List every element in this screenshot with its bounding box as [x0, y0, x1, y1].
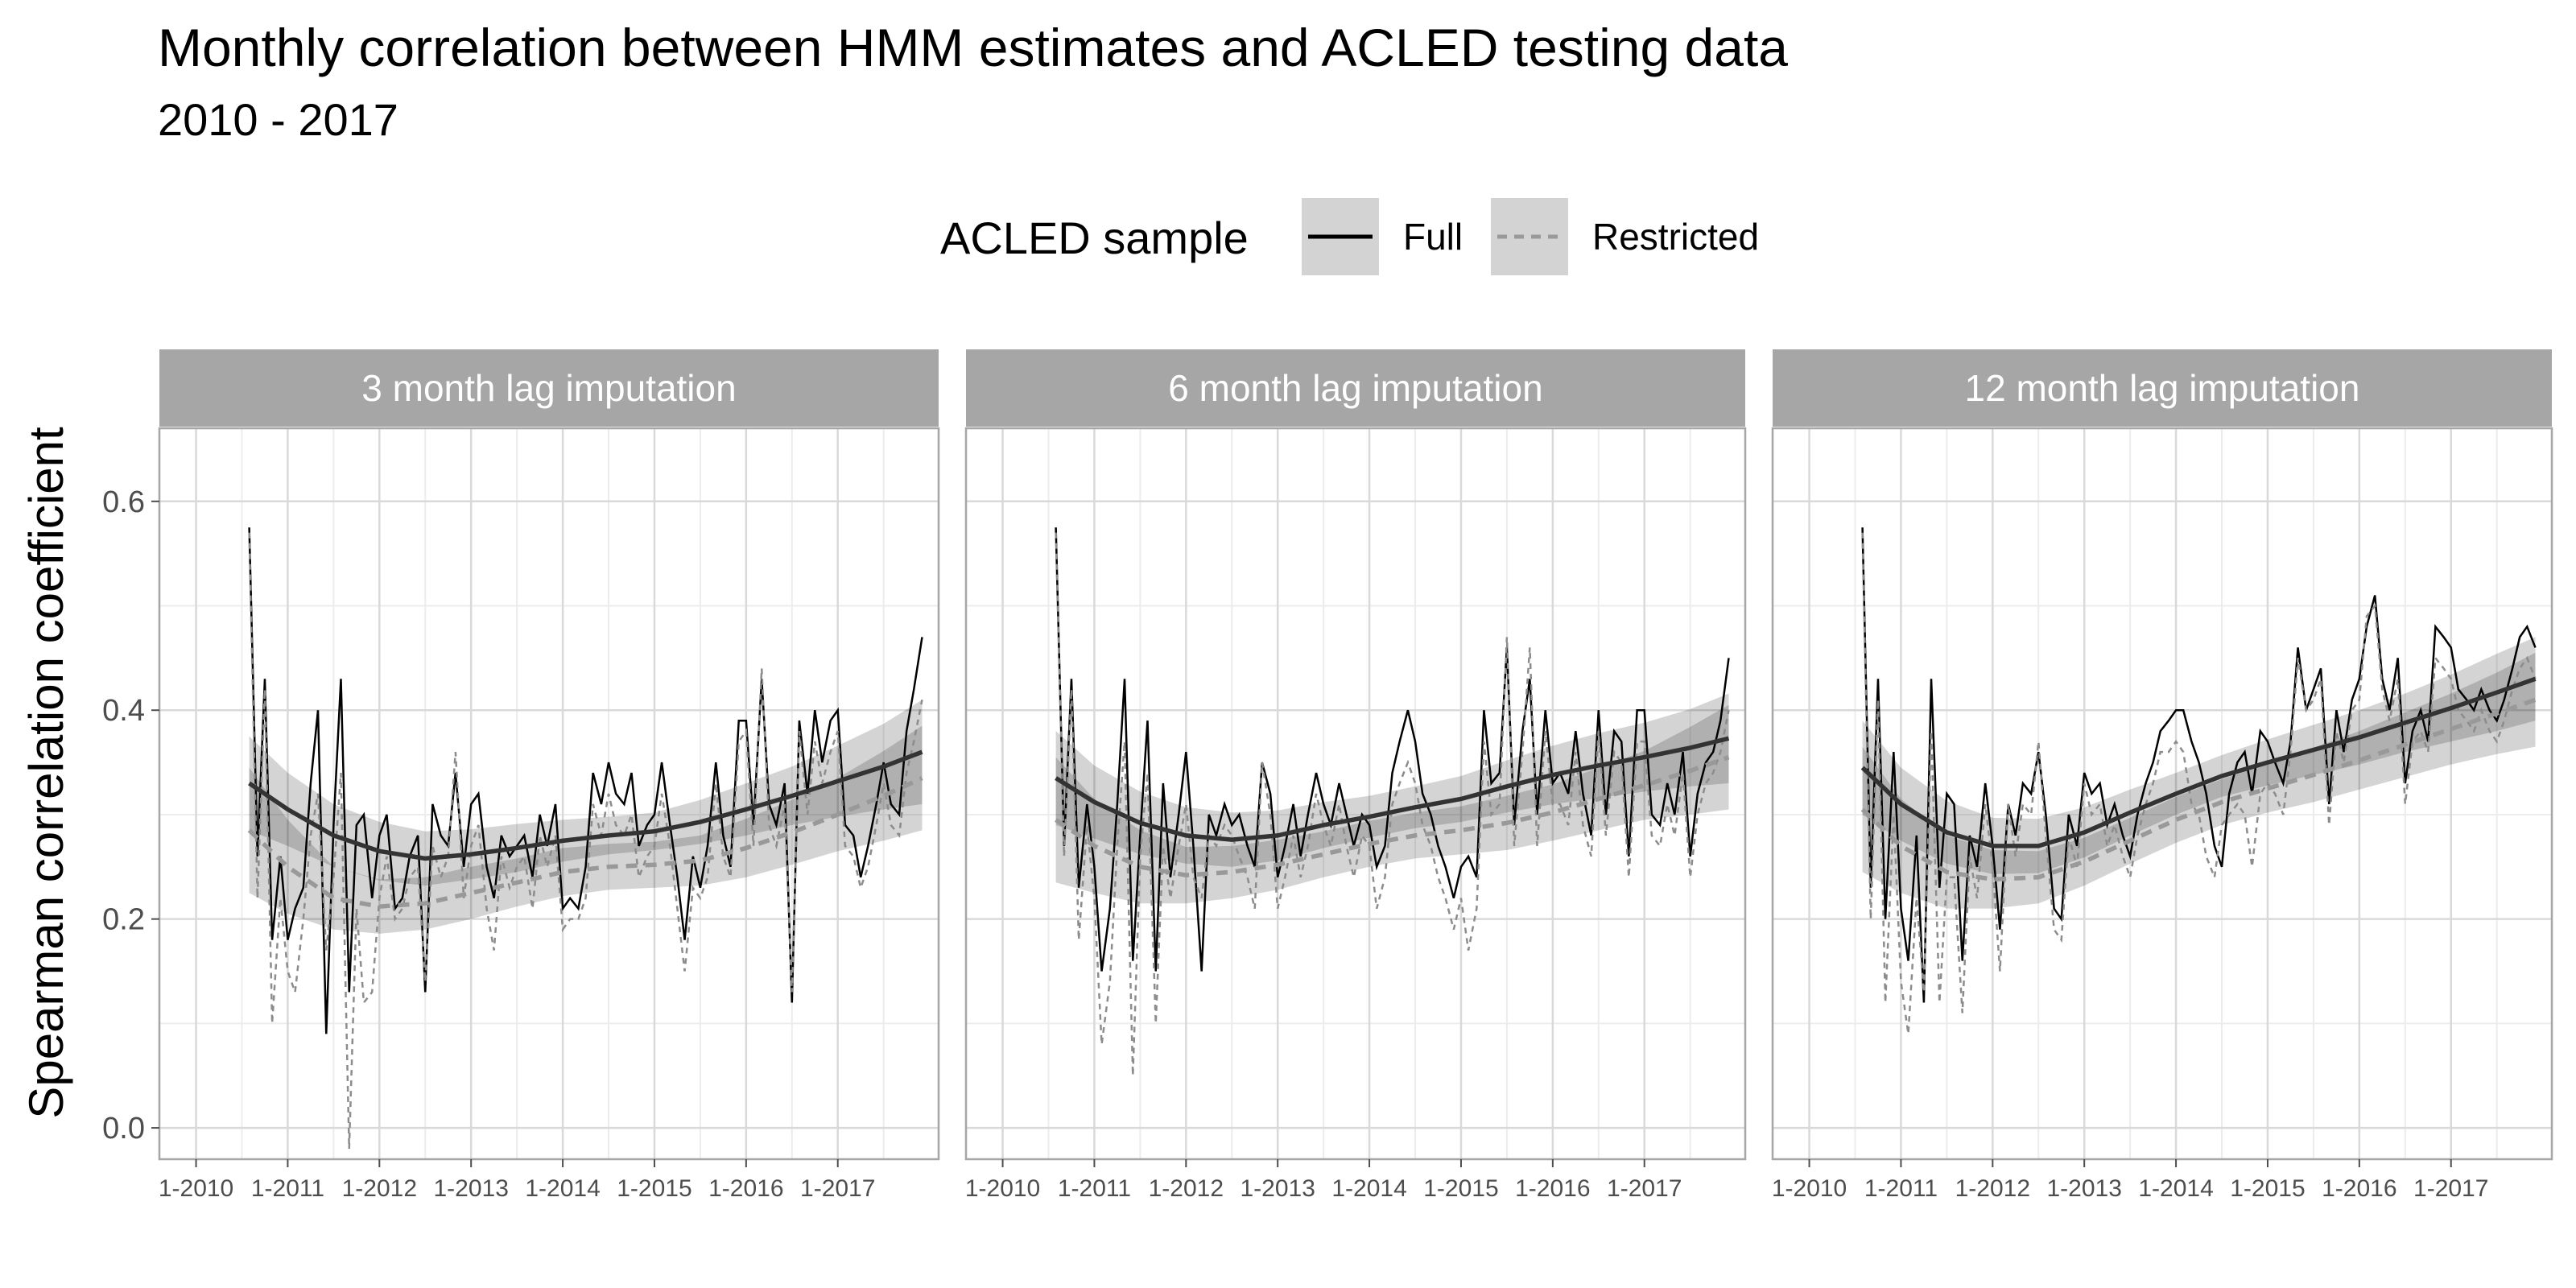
y-tick-label: 0.4 [102, 694, 145, 728]
series-line-restricted [1861, 532, 2537, 1034]
legend: ACLED sample Full Restricted [940, 198, 1759, 275]
x-tick-label: 1-2014 [525, 1175, 600, 1202]
x-tick-label: 1-2016 [1515, 1175, 1590, 1202]
x-tick-label: 1-2011 [1864, 1175, 1938, 1202]
confidence-band [1862, 652, 2536, 909]
smooth-line-restricted [1055, 755, 1730, 877]
facet-strip-label: 3 month lag imputation [361, 367, 736, 409]
chart-title: Monthly correlation between HMM estimate… [158, 18, 1788, 77]
x-tick-label: 1-2011 [251, 1175, 324, 1202]
legend-label-full: Full [1403, 216, 1463, 258]
smooth-line-restricted [1860, 697, 2537, 882]
series-line-full [1055, 527, 1730, 972]
x-tick-label: 1-2015 [2230, 1175, 2305, 1202]
plot-background [1773, 428, 2552, 1159]
x-tick-label: 1-2017 [1607, 1175, 1682, 1202]
confidence-band [1862, 637, 2536, 874]
x-tick-label: 1-2014 [1331, 1175, 1406, 1202]
x-tick-label: 1-2014 [2138, 1175, 2213, 1202]
facet-panel-1: 3 month lag imputation 1-2010 1-2011 1-2012… [102, 349, 940, 1202]
x-tick-label: 1-2013 [1240, 1175, 1315, 1202]
panel-border [964, 427, 1747, 1161]
x-tick-label: 1-2012 [1955, 1175, 2030, 1202]
facet-panels: 3 month lag imputation 1-2010 1-2011 1-2012… [102, 349, 2553, 1202]
facet-panel-3: 12 month lag imputation 1-2010 1-2011 1-201… [1771, 349, 2553, 1202]
smooth-line-full [1055, 736, 1730, 842]
series-line-full [248, 527, 923, 1034]
legend-label-restricted: Restricted [1592, 216, 1759, 258]
x-tick-label: 1-2016 [708, 1175, 783, 1202]
facet-strip-label: 6 month lag imputation [1168, 367, 1542, 409]
panel-border [1771, 427, 2553, 1161]
x-tick-label: 1-2017 [800, 1175, 875, 1202]
confidence-band [249, 725, 923, 934]
x-tick-label: 1-2010 [1772, 1175, 1847, 1202]
confidence-band [1055, 704, 1729, 904]
y-axis-title: Spearman correlation coefficient [19, 427, 73, 1119]
x-tick-label: 1-2017 [2413, 1175, 2488, 1202]
facet-strip [159, 349, 939, 427]
x-tick-label: 1-2013 [2046, 1175, 2121, 1202]
smooth-line-restricted [247, 776, 923, 909]
facet-strip-label: 12 month lag imputation [1965, 367, 2360, 409]
series-line-restricted [1055, 532, 1730, 1076]
smooth-line-full [248, 749, 923, 861]
facet-panel-2: 6 month lag imputation 1-2010 1-2011 1-2012… [964, 349, 1747, 1202]
chart-subtitle: 2010 - 2017 [158, 94, 398, 145]
x-tick-label: 1-2012 [342, 1175, 417, 1202]
x-tick-label: 1-2010 [159, 1175, 233, 1202]
x-tick-label: 1-2015 [1423, 1175, 1498, 1202]
y-tick-label: 0.6 [102, 485, 145, 519]
y-tick-label: 0.0 [102, 1112, 145, 1146]
x-tick-label: 1-2015 [617, 1175, 691, 1202]
x-tick-label: 1-2010 [965, 1175, 1040, 1202]
facet-strip [1773, 349, 2552, 427]
x-tick-label: 1-2012 [1149, 1175, 1224, 1202]
x-tick-label: 1-2011 [1058, 1175, 1131, 1202]
smooth-line-full [1860, 676, 2537, 848]
y-tick-label: 0.2 [102, 903, 145, 937]
facet-strip [966, 349, 1745, 427]
series-line-full [1861, 527, 2537, 1003]
x-tick-label: 1-2016 [2322, 1175, 2396, 1202]
panel-border [158, 427, 940, 1161]
legend-title: ACLED sample [940, 213, 1249, 263]
x-tick-label: 1-2013 [433, 1175, 508, 1202]
